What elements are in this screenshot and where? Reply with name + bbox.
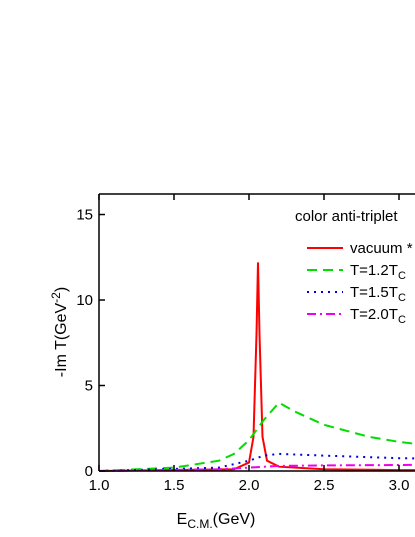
y-axis-label: -Im T(GeV-2): [49, 287, 70, 377]
x-tick-label: 3.0: [389, 477, 410, 494]
series-line: [98, 401, 415, 472]
x-tick-label: 1.5: [164, 477, 185, 494]
legend-name: T=1.5T: [350, 284, 398, 301]
y-tick-label: 5: [85, 378, 93, 395]
legend-subscript: C: [398, 270, 406, 282]
x-label-sub: C.M.: [187, 517, 212, 531]
y-tick-label: 0: [85, 463, 93, 480]
x-tick-label: 1.0: [89, 477, 110, 494]
legend-name: vacuum * 0: [350, 240, 415, 257]
x-tick-label: 2.0: [239, 477, 260, 494]
legend-label: vacuum * 0: [350, 240, 415, 257]
y-label-sup: -2: [49, 292, 63, 303]
y-tick-label: 15: [76, 207, 93, 224]
y-label-text: -Im T(GeV: [53, 302, 70, 377]
legend-subscript: C: [398, 314, 406, 326]
legend-label: T=1.2TC: [350, 262, 406, 282]
legend-subscript: C: [398, 292, 406, 304]
x-label-suffix: (GeV): [213, 511, 256, 528]
y-tick-label: 10: [76, 292, 93, 309]
legend-name: T=2.0T: [350, 306, 398, 323]
x-axis-label: EC.M.(GeV): [177, 511, 256, 531]
legend-label: T=1.5TC: [350, 284, 406, 304]
y-label-suffix: ): [53, 287, 70, 292]
x-tick-label: 2.5: [314, 477, 335, 494]
legend-name: T=1.2T: [350, 262, 398, 279]
x-label-text: E: [177, 511, 188, 528]
annotation: color anti-triplet: [295, 208, 398, 225]
legend-label: T=2.0TC: [350, 306, 406, 326]
series-line: [98, 452, 415, 472]
